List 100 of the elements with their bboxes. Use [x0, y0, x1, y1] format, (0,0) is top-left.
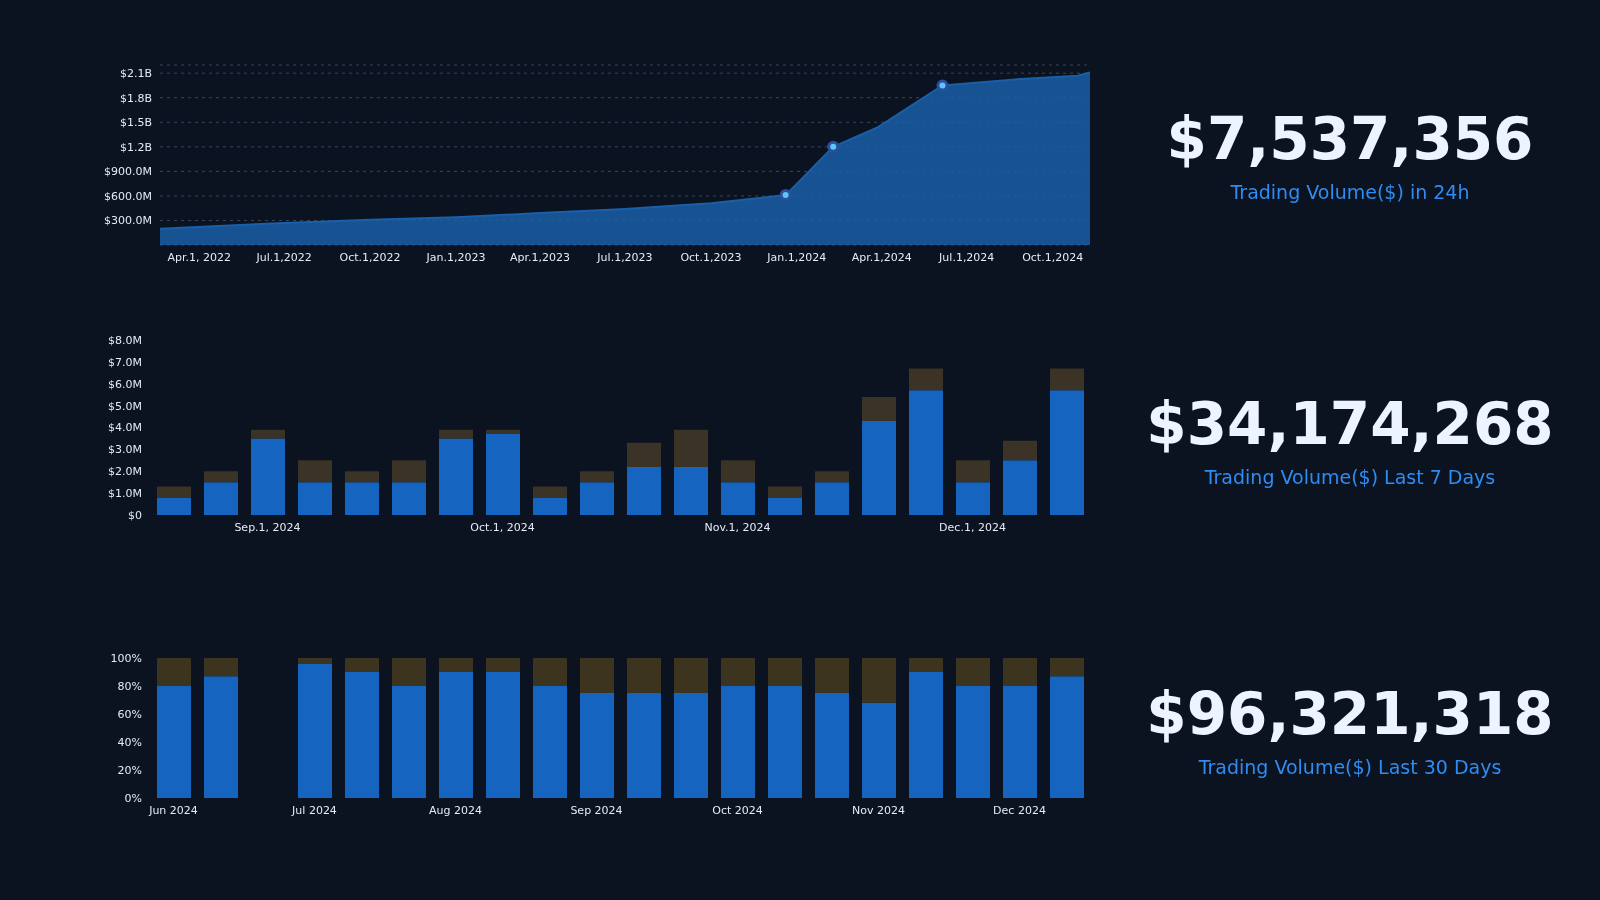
x-tick-label: Oct.1,2024: [1022, 250, 1084, 264]
y-tick-label: $3.0M: [108, 443, 142, 457]
x-tick-label: Sep.1, 2024: [234, 520, 301, 534]
bar: [909, 390, 943, 515]
x-tick-label: Apr.1, 2022: [167, 250, 231, 264]
bar: [862, 658, 896, 703]
bar: [392, 482, 426, 515]
y-tick-label: $1.2B: [119, 140, 152, 154]
bar: [298, 460, 332, 483]
y-tick-label: 0%: [124, 791, 142, 805]
x-tick-label: Oct 2024: [712, 803, 763, 817]
bar: [1003, 440, 1037, 461]
bar: [768, 658, 802, 686]
text: $34,174,268: [1145, 390, 1555, 458]
bar: [204, 471, 238, 483]
bar: [486, 434, 520, 515]
bar: [768, 497, 802, 515]
bar: [627, 466, 661, 515]
bar: [721, 482, 755, 515]
bar: [298, 658, 332, 664]
bar: [157, 486, 191, 498]
bar: [862, 702, 896, 798]
x-tick-label: Apr.1,2024: [851, 250, 912, 264]
bar: [956, 482, 990, 515]
bar: [909, 658, 943, 672]
bar: [1050, 676, 1084, 798]
y-tick-label: $1.5B: [119, 116, 152, 130]
x-tick-label: Apr.1,2023: [510, 250, 571, 264]
bar: [345, 672, 379, 798]
bar: [533, 658, 567, 686]
bar: [486, 658, 520, 672]
y-tick-label: $6.0M: [108, 377, 142, 391]
point: [936, 79, 949, 92]
x-tick-label: Oct.1,2022: [339, 250, 401, 264]
bar: [956, 686, 990, 798]
y-tick-label: 20%: [117, 763, 142, 777]
bar: [251, 438, 285, 515]
bar: [439, 438, 473, 515]
bar: [674, 658, 708, 693]
x-tick-label: Jul.1,2022: [255, 250, 312, 264]
bar: [627, 693, 661, 798]
bar: [345, 658, 379, 672]
bar: [204, 676, 238, 798]
bar: [768, 486, 802, 498]
y-tick-label: 40%: [117, 735, 142, 749]
bar: [1003, 460, 1037, 515]
bar: [345, 482, 379, 515]
bar: [674, 429, 708, 467]
x-tick-label: Jul 2024: [291, 803, 337, 817]
bar: [157, 658, 191, 686]
bar: [815, 471, 849, 483]
bar: [956, 460, 990, 483]
bar: [580, 693, 614, 798]
bar: [956, 658, 990, 686]
bar: [721, 658, 755, 686]
bar: [157, 686, 191, 798]
bar: [909, 672, 943, 798]
bar: [862, 396, 896, 421]
point: [827, 140, 840, 153]
bar: [533, 486, 567, 498]
text: $7,537,356: [1165, 105, 1535, 173]
bar: [439, 429, 473, 439]
y-tick-label: $4.0M: [108, 421, 142, 435]
y-tick-label: $2.0M: [108, 465, 142, 479]
x-tick-label: Aug 2024: [429, 803, 482, 817]
y-tick-label: 60%: [117, 707, 142, 721]
bar: [815, 482, 849, 515]
bar: [486, 429, 520, 435]
bar: [627, 442, 661, 467]
bar: [345, 471, 379, 483]
bar: [721, 686, 755, 798]
bar: [580, 658, 614, 693]
x-tick-label: Jan.1,2024: [766, 250, 827, 264]
bar: [1050, 658, 1084, 677]
bar: [204, 658, 238, 677]
x-tick-label: Dec.1, 2024: [939, 520, 1006, 534]
x-tick-label: Nov 2024: [852, 803, 905, 817]
bar: [815, 658, 849, 693]
bar: [439, 672, 473, 798]
bar: [862, 420, 896, 515]
bar: [439, 658, 473, 672]
bar: [392, 658, 426, 686]
y-tick-label: $1.0M: [108, 487, 142, 501]
x-tick-label: Oct.1,2023: [680, 250, 742, 264]
bar: [533, 686, 567, 798]
bar: [533, 497, 567, 515]
bar: [392, 686, 426, 798]
x-tick-label: Jul.1,2024: [938, 250, 995, 264]
bar: [298, 663, 332, 798]
y-tick-label: $8.0M: [108, 333, 142, 347]
bar: [1050, 368, 1084, 391]
x-tick-label: Jan.1,2023: [425, 250, 486, 264]
bar: [768, 686, 802, 798]
bar: [674, 466, 708, 515]
x-tick-label: Sep 2024: [570, 803, 623, 817]
x-tick-label: Dec 2024: [993, 803, 1046, 817]
y-tick-label: $900.0M: [104, 165, 152, 179]
bar: [909, 368, 943, 391]
text: Trading Volume($) Last 7 Days: [1203, 466, 1497, 488]
x-tick-label: Jul.1,2023: [596, 250, 653, 264]
